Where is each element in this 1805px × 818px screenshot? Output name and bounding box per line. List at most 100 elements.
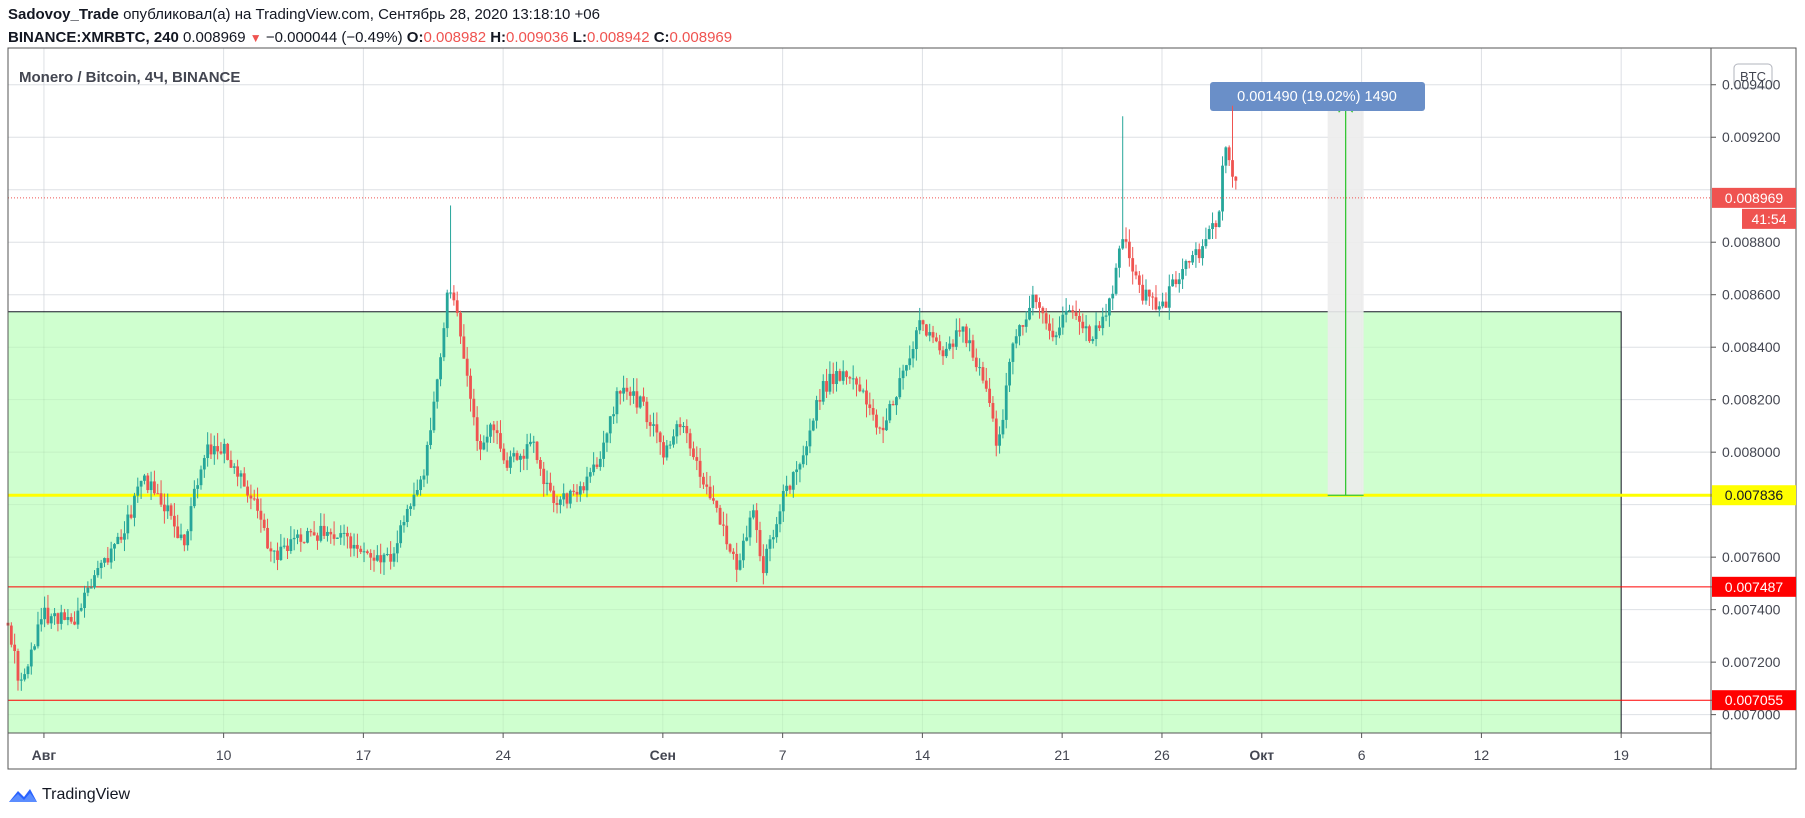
candle-body — [83, 592, 86, 609]
candle-body — [392, 553, 396, 562]
candle-up — [1221, 156, 1224, 221]
candle-body — [1031, 294, 1035, 308]
candle-down — [981, 361, 985, 384]
candle-up — [136, 477, 140, 503]
candle-body — [123, 533, 126, 540]
candle-down — [455, 291, 459, 317]
candle-body — [971, 340, 975, 358]
candle-body — [722, 524, 725, 526]
currency-badge[interactable]: BTC — [1733, 63, 1773, 89]
candle-up — [143, 473, 146, 485]
candle-body — [485, 436, 489, 443]
candle-body — [346, 532, 349, 537]
candle-body — [595, 464, 599, 467]
candle-up — [79, 603, 83, 612]
candle-down — [971, 334, 975, 361]
price-tick-label: 0.008000 — [1722, 444, 1781, 460]
candle-body — [425, 444, 429, 476]
green-zone[interactable] — [7, 311, 1622, 734]
candle-up — [781, 484, 785, 522]
candle-body — [535, 441, 539, 460]
candle-body — [851, 378, 855, 380]
candle-up — [1224, 146, 1228, 174]
candle-down — [582, 482, 586, 494]
candle-down — [46, 594, 50, 625]
candle-body — [1034, 294, 1038, 303]
candle-body — [272, 550, 276, 552]
candle-down — [129, 505, 133, 520]
candle-down — [252, 489, 256, 501]
candle-body — [928, 332, 932, 336]
candle-up — [622, 375, 625, 402]
candle-up — [944, 342, 948, 359]
candle-body — [558, 499, 562, 505]
candle-down — [369, 549, 373, 571]
candle-body — [176, 526, 180, 539]
open-value: 0.008982 — [423, 29, 487, 46]
candle-up — [1014, 329, 1018, 349]
candle-down — [495, 420, 499, 445]
candle-body — [409, 506, 413, 509]
candle-body — [642, 396, 645, 402]
candle-down — [722, 511, 725, 537]
candle-up — [578, 481, 582, 502]
candle-down — [309, 528, 313, 537]
candle-body — [1231, 160, 1234, 177]
candle-down — [552, 485, 556, 513]
candle-body — [166, 505, 170, 512]
candle-body — [731, 551, 735, 554]
candle-up — [1177, 272, 1181, 293]
price-axis[interactable]: 0.009400 0.009200 0.008800 0.008600 0.008400… — [1711, 77, 1781, 723]
candle-down — [1088, 324, 1091, 343]
candles — [6, 105, 1238, 691]
candle-up — [336, 537, 339, 539]
candle-up — [771, 529, 775, 549]
candle-body — [1161, 301, 1165, 307]
candle-down — [941, 346, 945, 365]
candle-body — [1008, 361, 1011, 386]
tradingview-brand[interactable]: TradingView — [8, 785, 130, 805]
candle-body — [911, 349, 915, 359]
candle-body — [1217, 211, 1221, 228]
candle-down — [276, 542, 279, 571]
candle-up — [898, 367, 902, 400]
candle-up — [632, 378, 635, 404]
candle-body — [1127, 241, 1131, 259]
candle-body — [815, 400, 818, 421]
candle-up — [83, 585, 86, 618]
author-name[interactable]: Sadovoy_Trade — [8, 6, 119, 23]
candle-body — [475, 417, 479, 442]
candle-up — [53, 607, 56, 625]
candle-body — [199, 469, 203, 486]
candle-down — [236, 459, 239, 487]
candle-body — [189, 506, 193, 532]
candle-body — [1061, 314, 1065, 328]
candle-down — [249, 484, 253, 510]
candle-up — [608, 415, 612, 444]
time-tick-label: 10 — [216, 747, 232, 763]
candle-up — [382, 552, 386, 575]
candle-down — [522, 449, 526, 471]
candle-body — [36, 624, 40, 647]
candle-body — [1098, 325, 1101, 329]
candle-body — [489, 424, 492, 437]
candle-up — [19, 672, 23, 691]
candle-body — [775, 524, 779, 538]
time-axis[interactable]: Авг 10 17 24 Сен 7 14 21 26 Окт 6 12 19 — [32, 733, 1630, 763]
candle-body — [1071, 310, 1075, 313]
candle-body — [918, 320, 922, 331]
candle-body — [682, 425, 685, 428]
price-range-measure[interactable]: 0.001490 (19.02%) 1490 — [1210, 82, 1425, 496]
candle-body — [835, 371, 838, 385]
candle-up — [449, 205, 452, 299]
candle-body — [885, 420, 888, 431]
candle-down — [379, 543, 383, 574]
candle-body — [905, 365, 908, 371]
candle-body — [1214, 223, 1218, 228]
measure-label-box — [1210, 82, 1425, 111]
candle-down — [119, 529, 123, 544]
candle-up — [978, 358, 982, 376]
candle-down — [1231, 105, 1234, 188]
low-label: L: — [572, 29, 587, 46]
